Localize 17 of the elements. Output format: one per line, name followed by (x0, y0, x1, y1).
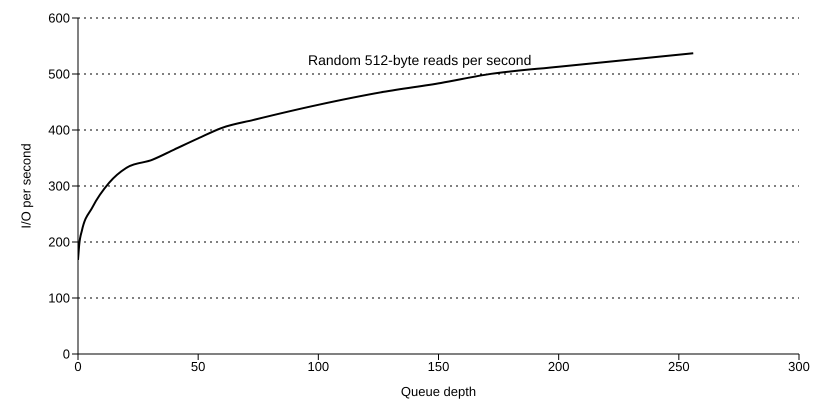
y-tick-label: 0 (62, 346, 70, 362)
x-axis-title: Queue depth (400, 384, 476, 399)
x-tick-label: 250 (668, 359, 690, 374)
y-tick-label: 600 (48, 10, 70, 26)
y-tick-label: 500 (48, 66, 70, 82)
y-tick-label: 100 (48, 290, 70, 306)
x-tick-label: 100 (307, 359, 330, 374)
y-axis-title: I/O per second (18, 143, 34, 229)
x-tick-label: 300 (788, 359, 810, 374)
annotation: Random 512-byte reads per second (308, 52, 532, 68)
x-tick-label: 50 (190, 359, 206, 374)
x-tick-label: 0 (74, 359, 82, 374)
x-tick-label: 200 (548, 359, 570, 374)
y-tick-label: 400 (48, 122, 70, 138)
y-tick-label: 300 (48, 178, 70, 194)
y-tick-label: 200 (48, 234, 70, 250)
x-tick-label: 150 (428, 359, 450, 374)
